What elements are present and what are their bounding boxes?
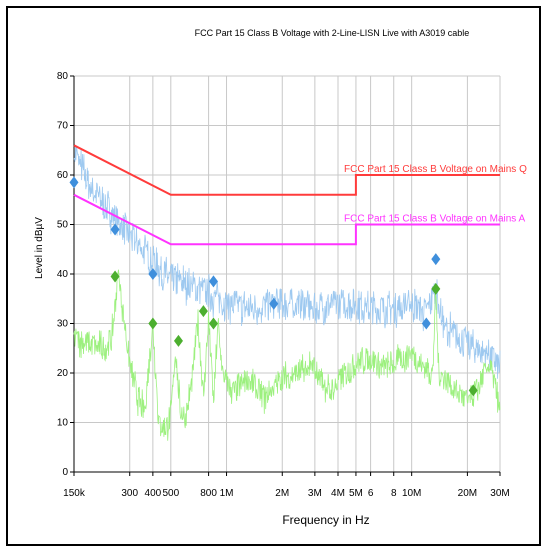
- limit-line-label: FCC Part 15 Class B Voltage on Mains Q: [344, 164, 527, 175]
- series-group: [69, 144, 501, 441]
- peak-marker: [198, 305, 208, 318]
- x-tick-label: 30M: [490, 488, 509, 499]
- x-tick-label: 150k: [63, 488, 86, 499]
- y-tick-label: 10: [57, 418, 69, 429]
- peak-marker: [148, 317, 158, 330]
- x-tick-label: 4M: [331, 488, 345, 499]
- y-tick-label: 60: [57, 170, 69, 181]
- y-tick-label: 20: [57, 368, 69, 379]
- limit-line: [73, 144, 500, 196]
- x-tick-label: 500: [162, 488, 179, 499]
- emi-chart: FCC Part 15 Class B Voltage with 2-Line-…: [34, 28, 527, 527]
- y-tick-label: 30: [57, 319, 69, 330]
- measurement-trace: [73, 269, 501, 441]
- y-tick-label: 50: [57, 220, 69, 231]
- limit-line-label: FCC Part 15 Class B Voltage on Mains A: [344, 214, 526, 225]
- y-tick-label: 0: [62, 467, 68, 478]
- x-tick-label: 1M: [220, 488, 234, 499]
- peak-marker: [173, 334, 183, 347]
- limit-line: [73, 193, 500, 246]
- x-tick-label: 6: [368, 488, 374, 499]
- y-axis-label: Level in dBµV: [34, 217, 45, 279]
- x-tick-labels: 150k 300 400 500 800 1M 2M 3M 4M 5M 6 8 10M 20M 30M: [63, 488, 510, 499]
- peak-marker: [421, 317, 431, 330]
- x-tick-label: 400: [145, 488, 162, 499]
- x-tick-label: 8: [391, 488, 397, 499]
- peak-marker: [110, 270, 120, 283]
- x-tick-label: 3M: [308, 488, 322, 499]
- x-tick-label: 5M: [349, 488, 363, 499]
- peak-marker: [110, 223, 120, 236]
- peak-marker: [269, 297, 279, 310]
- x-tick-label: 10M: [402, 488, 421, 499]
- y-tick-labels: 0 10 20 30 40 50 60 70 80: [57, 71, 69, 478]
- peak-marker: [468, 384, 478, 397]
- peak-marker: [208, 317, 218, 330]
- peak-marker: [208, 275, 218, 288]
- x-tick-label: 20M: [458, 488, 477, 499]
- measurement-trace: [73, 145, 501, 379]
- limit-labels: FCC Part 15 Class B Voltage on Mains Q FC…: [344, 164, 527, 225]
- peak-marker: [69, 176, 79, 189]
- y-tick-label: 80: [57, 71, 69, 82]
- chart-frame: FCC Part 15 Class B Voltage with 2-Line-…: [6, 6, 541, 546]
- chart-title: FCC Part 15 Class B Voltage with 2-Line-…: [195, 28, 470, 38]
- axes: [70, 75, 501, 476]
- y-tick-label: 70: [57, 121, 69, 132]
- x-tick-label: 800: [200, 488, 217, 499]
- peak-marker: [148, 268, 158, 280]
- x-tick-label: 300: [121, 488, 138, 499]
- peak-marker: [431, 282, 441, 295]
- x-tick-label: 2M: [275, 488, 289, 499]
- peak-marker: [431, 253, 441, 266]
- x-axis-label: Frequency in Hz: [282, 513, 369, 527]
- y-tick-label: 40: [57, 269, 69, 280]
